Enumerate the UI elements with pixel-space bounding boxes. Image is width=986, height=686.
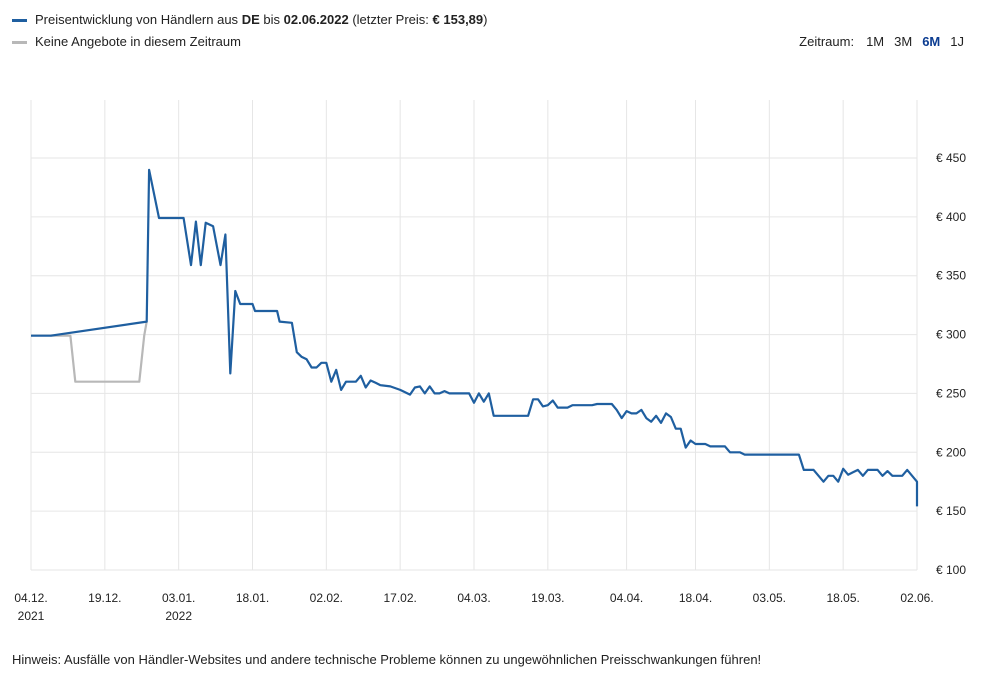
x-tick-label: 17.02. <box>383 591 416 605</box>
legend-series[interactable]: Preisentwicklung von Händlern aus DE bis… <box>12 9 487 31</box>
legend-last-price-text: (letzter Preis: <box>352 12 429 27</box>
y-tick-label: € 450 <box>936 151 966 165</box>
legend-until-text: bis <box>263 12 280 27</box>
x-tick-label: 03.05. <box>753 591 786 605</box>
price-chart[interactable]: € 100 € 150 € 200 € 250 € 300 € 350 € 400 € 450… <box>0 0 986 640</box>
series-swatch-icon <box>12 18 27 22</box>
legend-last-price: € 153,89 <box>432 12 484 27</box>
legend-country: DE <box>241 12 260 27</box>
range-option-3m[interactable]: 3M <box>894 34 913 49</box>
range-option-6m[interactable]: 6M <box>922 34 941 49</box>
range-option-1m[interactable]: 1M <box>866 34 885 49</box>
legend-close-paren: ) <box>483 12 488 27</box>
x-tick-year-label: 2021 <box>18 609 45 623</box>
legend-series-text: Preisentwicklung von Händlern aus <box>35 12 239 27</box>
x-tick-label: 02.02. <box>310 591 343 605</box>
range-label: Zeitraum: <box>799 34 855 49</box>
x-tick-year-label: 2022 <box>165 609 192 623</box>
gap-swatch-icon <box>12 40 27 44</box>
y-tick-label: € 400 <box>936 210 966 224</box>
x-tick-label: 19.03. <box>531 591 564 605</box>
y-tick-label: € 300 <box>936 328 966 342</box>
y-tick-label: € 250 <box>936 386 966 400</box>
legend-gap[interactable]: Keine Angebote in diesem Zeitraum <box>12 31 487 53</box>
y-tick-label: € 350 <box>936 269 966 283</box>
legend-gap-text: Keine Angebote in diesem Zeitraum <box>35 34 241 49</box>
x-tick-label: 04.03. <box>457 591 490 605</box>
hint-note: Hinweis: Ausfälle von Händler-Websites u… <box>12 652 762 667</box>
legend-date: 02.06.2022 <box>283 12 349 27</box>
range-option-1j[interactable]: 1J <box>950 34 964 49</box>
gap-series-line <box>50 321 148 383</box>
y-tick-label: € 150 <box>936 504 966 518</box>
y-tick-label: € 100 <box>936 563 966 577</box>
x-tick-label: 18.05. <box>826 591 859 605</box>
legend: Preisentwicklung von Händlern aus DE bis… <box>12 9 487 53</box>
x-tick-label: 04.12. <box>14 591 47 605</box>
y-tick-label: € 200 <box>936 445 966 459</box>
x-tick-label: 04.04. <box>610 591 643 605</box>
x-tick-label: 18.04. <box>679 591 712 605</box>
x-tick-label: 19.12. <box>88 591 121 605</box>
x-tick-label: 18.01. <box>236 591 269 605</box>
x-tick-label: 02.06. <box>900 591 933 605</box>
x-tick-label: 03.01. <box>162 591 195 605</box>
price-series-line <box>31 168 919 507</box>
range-selector: Zeitraum: 1M 3M 6M 1J <box>799 34 964 49</box>
